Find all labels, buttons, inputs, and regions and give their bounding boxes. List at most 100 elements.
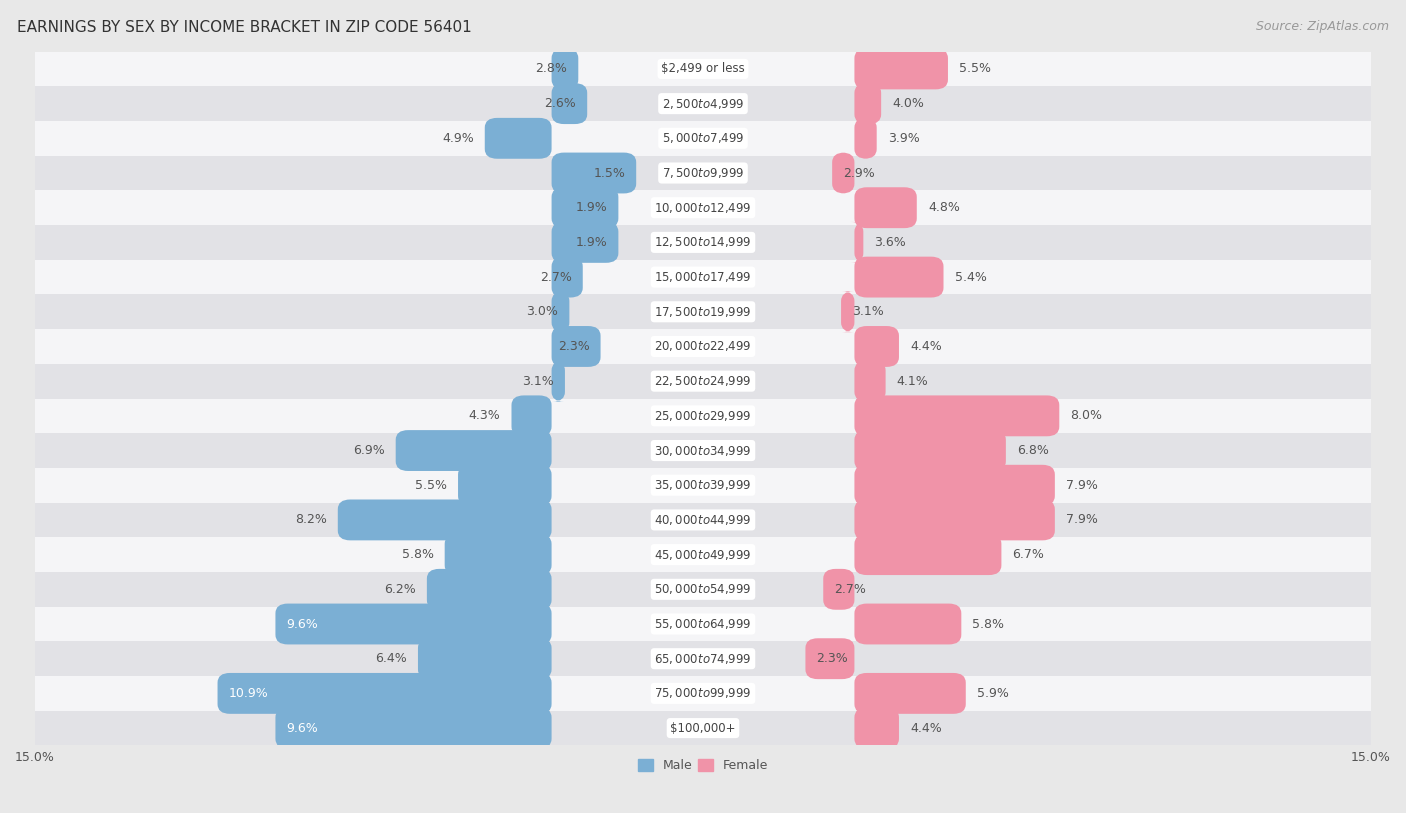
FancyBboxPatch shape <box>485 118 551 159</box>
FancyBboxPatch shape <box>806 638 855 679</box>
Text: 8.0%: 8.0% <box>1070 410 1102 422</box>
FancyBboxPatch shape <box>855 118 877 159</box>
FancyBboxPatch shape <box>855 257 943 298</box>
FancyBboxPatch shape <box>841 291 855 333</box>
Text: 2.3%: 2.3% <box>558 340 589 353</box>
Bar <box>35 676 1371 711</box>
Text: 3.1%: 3.1% <box>522 375 554 388</box>
FancyBboxPatch shape <box>855 707 898 749</box>
Text: $12,500 to $14,999: $12,500 to $14,999 <box>654 236 752 250</box>
FancyBboxPatch shape <box>276 603 551 645</box>
Legend: Male, Female: Male, Female <box>633 754 773 777</box>
Text: $65,000 to $74,999: $65,000 to $74,999 <box>654 652 752 666</box>
Text: 4.0%: 4.0% <box>893 97 924 110</box>
Text: EARNINGS BY SEX BY INCOME BRACKET IN ZIP CODE 56401: EARNINGS BY SEX BY INCOME BRACKET IN ZIP… <box>17 20 471 35</box>
Bar <box>35 51 1371 86</box>
FancyBboxPatch shape <box>218 673 551 714</box>
Text: 5.8%: 5.8% <box>973 618 1004 631</box>
FancyBboxPatch shape <box>427 569 551 610</box>
Text: 9.6%: 9.6% <box>287 618 318 631</box>
Bar <box>35 329 1371 363</box>
FancyBboxPatch shape <box>832 153 855 193</box>
FancyBboxPatch shape <box>337 499 551 541</box>
FancyBboxPatch shape <box>458 465 551 506</box>
Bar <box>35 398 1371 433</box>
Text: $22,500 to $24,999: $22,500 to $24,999 <box>654 374 752 388</box>
Text: $30,000 to $34,999: $30,000 to $34,999 <box>654 444 752 458</box>
Text: $35,000 to $39,999: $35,000 to $39,999 <box>654 478 752 492</box>
FancyBboxPatch shape <box>512 395 551 437</box>
Bar <box>35 363 1371 398</box>
Text: $15,000 to $17,499: $15,000 to $17,499 <box>654 270 752 284</box>
Text: 1.9%: 1.9% <box>575 236 607 249</box>
FancyBboxPatch shape <box>551 326 600 367</box>
Text: 4.4%: 4.4% <box>910 340 942 353</box>
FancyBboxPatch shape <box>551 153 636 193</box>
FancyBboxPatch shape <box>855 83 882 124</box>
Text: $50,000 to $54,999: $50,000 to $54,999 <box>654 582 752 596</box>
Text: 9.6%: 9.6% <box>287 722 318 735</box>
Text: 4.8%: 4.8% <box>928 201 960 214</box>
Bar <box>35 190 1371 225</box>
Text: 2.6%: 2.6% <box>544 97 576 110</box>
Text: $75,000 to $99,999: $75,000 to $99,999 <box>654 686 752 700</box>
Text: $55,000 to $64,999: $55,000 to $64,999 <box>654 617 752 631</box>
FancyBboxPatch shape <box>855 430 1005 471</box>
Text: 7.9%: 7.9% <box>1066 479 1098 492</box>
Text: 2.9%: 2.9% <box>844 167 875 180</box>
Bar <box>35 155 1371 190</box>
Text: $7,500 to $9,999: $7,500 to $9,999 <box>662 166 744 180</box>
Text: 8.2%: 8.2% <box>295 514 326 527</box>
Text: $100,000+: $100,000+ <box>671 722 735 735</box>
Bar <box>35 121 1371 155</box>
Text: 3.9%: 3.9% <box>887 132 920 145</box>
FancyBboxPatch shape <box>551 291 569 333</box>
Text: 5.9%: 5.9% <box>977 687 1008 700</box>
Text: 5.5%: 5.5% <box>415 479 447 492</box>
FancyBboxPatch shape <box>551 257 582 298</box>
FancyBboxPatch shape <box>551 187 619 228</box>
Text: $5,000 to $7,499: $5,000 to $7,499 <box>662 132 744 146</box>
FancyBboxPatch shape <box>855 534 1001 575</box>
FancyBboxPatch shape <box>551 83 588 124</box>
FancyBboxPatch shape <box>824 569 855 610</box>
Bar <box>35 259 1371 294</box>
FancyBboxPatch shape <box>418 638 551 679</box>
Text: 6.8%: 6.8% <box>1017 444 1049 457</box>
FancyBboxPatch shape <box>855 187 917 228</box>
Bar <box>35 225 1371 259</box>
Bar <box>35 294 1371 329</box>
Text: 2.3%: 2.3% <box>817 652 848 665</box>
FancyBboxPatch shape <box>855 49 948 89</box>
Text: 5.5%: 5.5% <box>959 63 991 76</box>
Bar <box>35 433 1371 468</box>
Bar <box>35 641 1371 676</box>
Text: 3.1%: 3.1% <box>852 305 884 318</box>
Bar <box>35 502 1371 537</box>
Text: 2.7%: 2.7% <box>540 271 572 284</box>
FancyBboxPatch shape <box>551 49 578 89</box>
FancyBboxPatch shape <box>855 361 886 402</box>
Text: 4.3%: 4.3% <box>468 410 501 422</box>
FancyBboxPatch shape <box>551 222 619 263</box>
Bar <box>35 468 1371 502</box>
Text: 7.9%: 7.9% <box>1066 514 1098 527</box>
FancyBboxPatch shape <box>551 361 565 402</box>
FancyBboxPatch shape <box>855 603 962 645</box>
FancyBboxPatch shape <box>855 326 898 367</box>
Text: $2,500 to $4,999: $2,500 to $4,999 <box>662 97 744 111</box>
Text: $10,000 to $12,499: $10,000 to $12,499 <box>654 201 752 215</box>
Text: $17,500 to $19,999: $17,500 to $19,999 <box>654 305 752 319</box>
Text: 6.9%: 6.9% <box>353 444 385 457</box>
Text: 2.8%: 2.8% <box>536 63 567 76</box>
Text: 6.4%: 6.4% <box>375 652 406 665</box>
FancyBboxPatch shape <box>444 534 551 575</box>
Text: 4.9%: 4.9% <box>441 132 474 145</box>
Text: Source: ZipAtlas.com: Source: ZipAtlas.com <box>1256 20 1389 33</box>
Text: 3.0%: 3.0% <box>526 305 558 318</box>
FancyBboxPatch shape <box>855 673 966 714</box>
FancyBboxPatch shape <box>276 707 551 749</box>
FancyBboxPatch shape <box>395 430 551 471</box>
Bar <box>35 86 1371 121</box>
Bar <box>35 537 1371 572</box>
